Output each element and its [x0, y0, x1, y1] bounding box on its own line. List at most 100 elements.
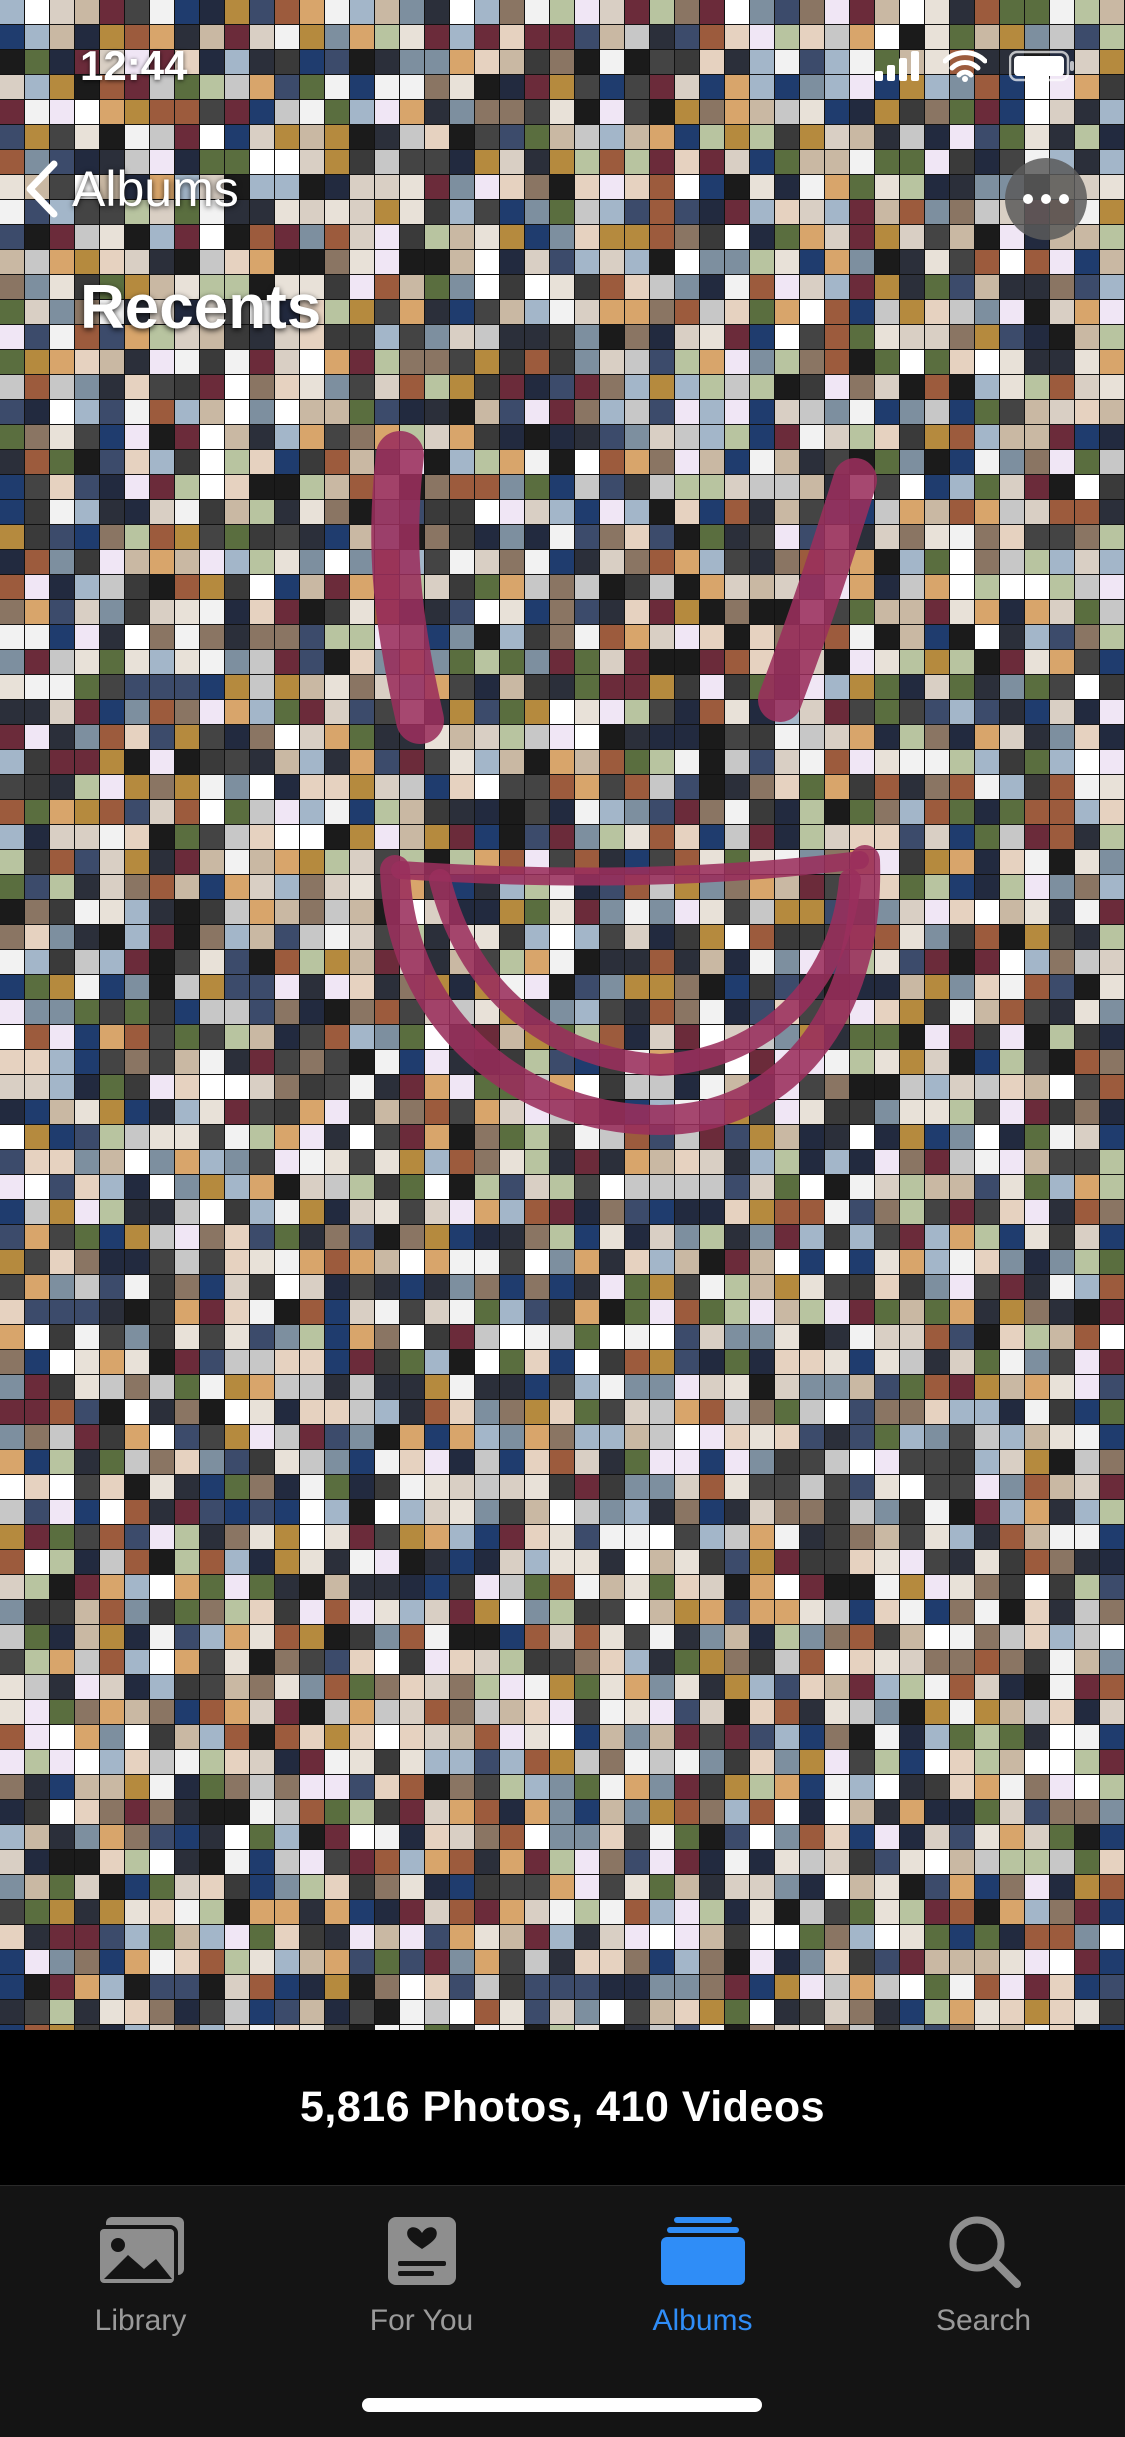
- photo-thumbnail[interactable]: [950, 200, 974, 224]
- photo-thumbnail[interactable]: [550, 225, 574, 249]
- photo-thumbnail[interactable]: [175, 925, 199, 949]
- photo-thumbnail[interactable]: [175, 275, 199, 299]
- photo-thumbnail[interactable]: [275, 725, 299, 749]
- photo-thumbnail[interactable]: [400, 125, 424, 149]
- photo-thumbnail[interactable]: [550, 150, 574, 174]
- photo-thumbnail[interactable]: [1075, 325, 1099, 349]
- photo-thumbnail[interactable]: [750, 150, 774, 174]
- photo-thumbnail[interactable]: [25, 1150, 49, 1174]
- photo-thumbnail[interactable]: [600, 350, 624, 374]
- photo-thumbnail[interactable]: [950, 875, 974, 899]
- photo-thumbnail[interactable]: [1075, 150, 1099, 174]
- photo-thumbnail[interactable]: [850, 1150, 874, 1174]
- photo-thumbnail[interactable]: [1100, 1175, 1124, 1199]
- photo-thumbnail[interactable]: [1075, 1250, 1099, 1274]
- photo-thumbnail[interactable]: [675, 800, 699, 824]
- photo-thumbnail[interactable]: [300, 225, 324, 249]
- photo-thumbnail[interactable]: [700, 50, 724, 74]
- photo-thumbnail[interactable]: [100, 875, 124, 899]
- photo-thumbnail[interactable]: [575, 450, 599, 474]
- photo-thumbnail[interactable]: [925, 575, 949, 599]
- photo-thumbnail[interactable]: [25, 750, 49, 774]
- photo-thumbnail[interactable]: [0, 850, 24, 874]
- photo-thumbnail[interactable]: [775, 550, 799, 574]
- photo-thumbnail[interactable]: [475, 50, 499, 74]
- photo-thumbnail[interactable]: [550, 250, 574, 274]
- photo-thumbnail[interactable]: [525, 1225, 549, 1249]
- photo-thumbnail[interactable]: [700, 500, 724, 524]
- photo-thumbnail[interactable]: [350, 600, 374, 624]
- photo-thumbnail[interactable]: [300, 1250, 324, 1274]
- photo-thumbnail[interactable]: [525, 750, 549, 774]
- photo-thumbnail[interactable]: [800, 75, 824, 99]
- photo-thumbnail[interactable]: [300, 425, 324, 449]
- photo-thumbnail[interactable]: [475, 25, 499, 49]
- photo-thumbnail[interactable]: [675, 150, 699, 174]
- photo-thumbnail[interactable]: [900, 1250, 924, 1274]
- photo-thumbnail[interactable]: [75, 250, 99, 274]
- photo-thumbnail[interactable]: [50, 1100, 74, 1124]
- photo-thumbnail[interactable]: [575, 75, 599, 99]
- photo-thumbnail[interactable]: [500, 100, 524, 124]
- photo-thumbnail[interactable]: [450, 825, 474, 849]
- photo-thumbnail[interactable]: [325, 1175, 349, 1199]
- photo-thumbnail[interactable]: [0, 100, 24, 124]
- photo-thumbnail[interactable]: [750, 1200, 774, 1224]
- photo-thumbnail[interactable]: [450, 1175, 474, 1199]
- photo-thumbnail[interactable]: [150, 925, 174, 949]
- photo-thumbnail[interactable]: [50, 900, 74, 924]
- photo-thumbnail[interactable]: [575, 100, 599, 124]
- photo-thumbnail[interactable]: [950, 300, 974, 324]
- photo-thumbnail[interactable]: [900, 125, 924, 149]
- photo-thumbnail[interactable]: [325, 350, 349, 374]
- photo-thumbnail[interactable]: [950, 725, 974, 749]
- photo-thumbnail[interactable]: [725, 525, 749, 549]
- photo-thumbnail[interactable]: [1025, 1150, 1049, 1174]
- photo-thumbnail[interactable]: [875, 325, 899, 349]
- photo-thumbnail[interactable]: [675, 1250, 699, 1274]
- photo-thumbnail[interactable]: [350, 1150, 374, 1174]
- photo-thumbnail[interactable]: [1100, 600, 1124, 624]
- photo-thumbnail[interactable]: [450, 750, 474, 774]
- photo-thumbnail[interactable]: [600, 550, 624, 574]
- photo-thumbnail[interactable]: [875, 25, 899, 49]
- photo-thumbnail[interactable]: [125, 650, 149, 674]
- photo-thumbnail[interactable]: [675, 575, 699, 599]
- photo-thumbnail[interactable]: [925, 25, 949, 49]
- photo-thumbnail[interactable]: [125, 400, 149, 424]
- photo-thumbnail[interactable]: [800, 250, 824, 274]
- photo-thumbnail[interactable]: [425, 475, 449, 499]
- photo-thumbnail[interactable]: [575, 1175, 599, 1199]
- photo-thumbnail[interactable]: [125, 150, 149, 174]
- photo-thumbnail[interactable]: [450, 250, 474, 274]
- photo-thumbnail[interactable]: [750, 825, 774, 849]
- photo-thumbnail[interactable]: [950, 800, 974, 824]
- photo-thumbnail[interactable]: [350, 525, 374, 549]
- photo-thumbnail[interactable]: [1000, 875, 1024, 899]
- photo-thumbnail[interactable]: [625, 1150, 649, 1174]
- photo-thumbnail[interactable]: [575, 175, 599, 199]
- photo-thumbnail[interactable]: [800, 300, 824, 324]
- photo-thumbnail[interactable]: [75, 675, 99, 699]
- photo-thumbnail[interactable]: [700, 375, 724, 399]
- photo-thumbnail[interactable]: [425, 125, 449, 149]
- photo-thumbnail[interactable]: [850, 675, 874, 699]
- photo-thumbnail[interactable]: [1075, 875, 1099, 899]
- photo-thumbnail[interactable]: [525, 550, 549, 574]
- photo-thumbnail[interactable]: [975, 450, 999, 474]
- photo-thumbnail[interactable]: [175, 350, 199, 374]
- photo-thumbnail[interactable]: [0, 975, 24, 999]
- photo-thumbnail[interactable]: [850, 725, 874, 749]
- photo-thumbnail[interactable]: [200, 875, 224, 899]
- photo-thumbnail[interactable]: [850, 650, 874, 674]
- photo-thumbnail[interactable]: [50, 1000, 74, 1024]
- photo-thumbnail[interactable]: [700, 1175, 724, 1199]
- photo-thumbnail[interactable]: [500, 250, 524, 274]
- photo-thumbnail[interactable]: [150, 425, 174, 449]
- photo-thumbnail[interactable]: [475, 275, 499, 299]
- photo-thumbnail[interactable]: [650, 825, 674, 849]
- photo-thumbnail[interactable]: [125, 825, 149, 849]
- photo-thumbnail[interactable]: [975, 925, 999, 949]
- photo-thumbnail[interactable]: [1025, 1100, 1049, 1124]
- photo-thumbnail[interactable]: [650, 350, 674, 374]
